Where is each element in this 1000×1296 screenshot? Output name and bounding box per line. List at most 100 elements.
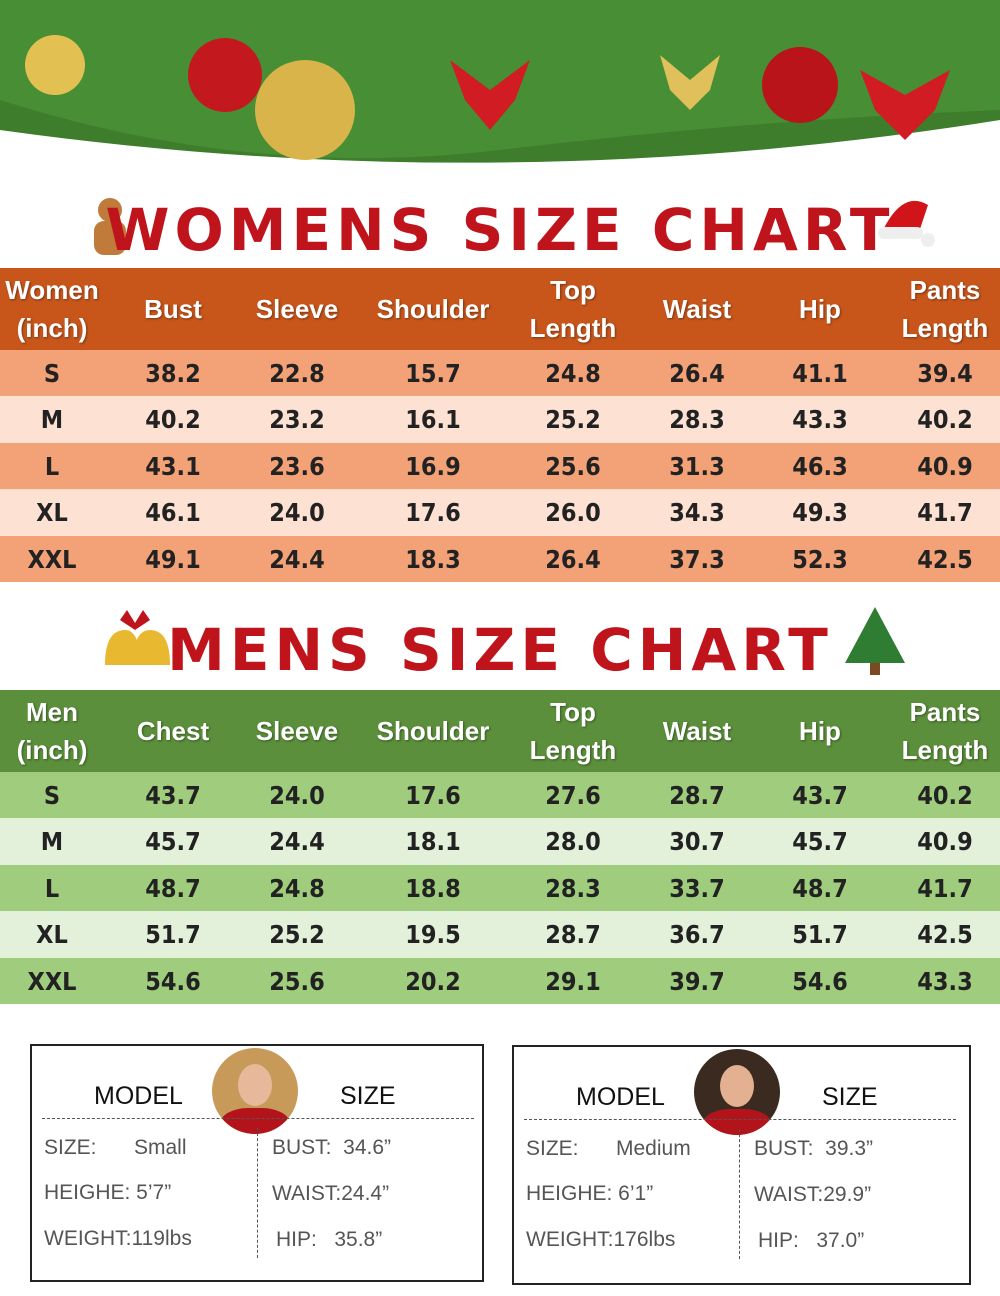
model-info: WEIGHT:119lbs [44,1227,192,1250]
table-cell: 29.1 [545,966,601,996]
table-cell: 34.3 [669,498,725,528]
model-info: WEIGHT:176lbs [526,1228,676,1251]
table-header [0,268,1000,350]
header-cell: Top Length [530,271,617,347]
header-cell: Pants Length [902,693,989,769]
divider [42,1118,474,1119]
header-line: Men [25,697,78,727]
header-cell: Bust [144,290,202,328]
header-line: Hip [799,294,841,324]
table-cell: 17.6 [405,498,461,528]
header-cell: Waist [663,712,731,750]
size-value: Small [134,1136,187,1159]
photo-face [720,1065,754,1107]
table-cell: 24.8 [545,359,601,388]
table-cell: 48.7 [792,873,848,903]
table-cell: 43.1 [145,451,201,481]
table-cell: 24.0 [269,498,325,528]
table-cell: 38.2 [145,359,201,388]
header-line: Pants [909,697,981,727]
table-header [0,690,1000,772]
table-cell: 49.1 [145,544,201,574]
table-cell: 30.7 [669,827,725,857]
header-cell: Chest [137,712,209,750]
header-line: (inch) [16,313,88,343]
header-line: Waist [662,294,732,324]
santa-hat-icon [878,200,935,247]
model-measure: BUST: 34.6” [272,1136,392,1159]
mens-title: MENS SIZE CHART [167,616,833,684]
model-info: HEIGHE: 6’1” [526,1182,654,1205]
header-cell: Top Length [530,693,617,769]
header-line: Hip [799,716,841,746]
table-cell: 20.2 [405,966,461,996]
table-cell: 40.9 [917,451,973,481]
header-line: Length [529,735,617,765]
size-label: SIZE: [44,1136,97,1159]
table-cell: 22.8 [269,359,325,388]
photo-body [220,1108,290,1134]
table-cell: 43.3 [792,405,848,435]
header-cell: Hip [799,712,841,750]
model-measure: HIP: 37.0” [758,1229,865,1252]
table-cell: 40.2 [145,405,201,435]
table-row [0,350,1000,397]
table-cell: 37.3 [669,544,725,574]
table-cell: 31.3 [669,451,725,481]
header-line: Shoulder [376,716,490,746]
header-cell: Women (inch) [5,271,98,347]
size-heading: SIZE [822,1083,878,1111]
table-cell: 54.6 [792,966,848,996]
header-cell: Shoulder [377,712,490,750]
table-cell: L [44,873,60,903]
bells-icon [105,610,170,665]
table-cell: S [43,359,61,388]
header-line: Length [529,313,617,343]
header-line: Sleeve [255,716,339,746]
table-cell: 24.4 [269,827,325,857]
table-cell: XL [36,498,68,528]
table-row [0,957,1000,1004]
table-cell: 24.8 [269,873,325,903]
table-cell: 16.1 [405,405,461,435]
model-heading: MODEL [576,1083,665,1111]
table-cell: 28.0 [545,827,601,857]
header-line: Sleeve [255,294,339,324]
table-cell: 19.5 [405,920,461,950]
table-cell: 23.6 [269,451,325,481]
table-cell: 18.1 [405,827,461,857]
table-cell: 54.6 [145,966,201,996]
table-cell: 28.3 [669,405,725,435]
table-cell: 45.7 [792,827,848,857]
table-cell: XL [36,920,68,950]
table-cell: M [40,405,64,435]
table-cell: 15.7 [405,359,461,388]
model-heading: MODEL [94,1082,183,1110]
model-measure: BUST: 39.3” [754,1137,874,1160]
header-cell: Sleeve [256,290,338,328]
model-measure: WAIST:29.9” [754,1183,872,1206]
table-cell: 26.4 [545,544,601,574]
divider-vertical [257,1128,258,1258]
photo-body [702,1109,772,1135]
table-cell: 17.6 [405,781,461,810]
table-cell: 26.0 [545,498,601,528]
table-cell: 43.3 [917,966,973,996]
header-line: Shoulder [376,294,490,324]
table-cell: 36.7 [669,920,725,950]
table-cell: 33.7 [669,873,725,903]
table-cell: 24.0 [269,781,325,810]
header-line: Length [901,313,989,343]
model-info: HEIGHE: 5’7” [44,1181,172,1204]
table-cell: XXL [27,966,77,996]
model-photo [212,1048,298,1134]
size-label: SIZE: [526,1137,579,1160]
table-row [0,911,1000,958]
photo-face [238,1064,272,1106]
table-cell: 40.2 [917,405,973,435]
table-cell: S [43,781,61,810]
model-measure: WAIST:24.4” [272,1182,390,1205]
header-line: Pants [909,275,981,305]
table-cell: 18.8 [405,873,461,903]
